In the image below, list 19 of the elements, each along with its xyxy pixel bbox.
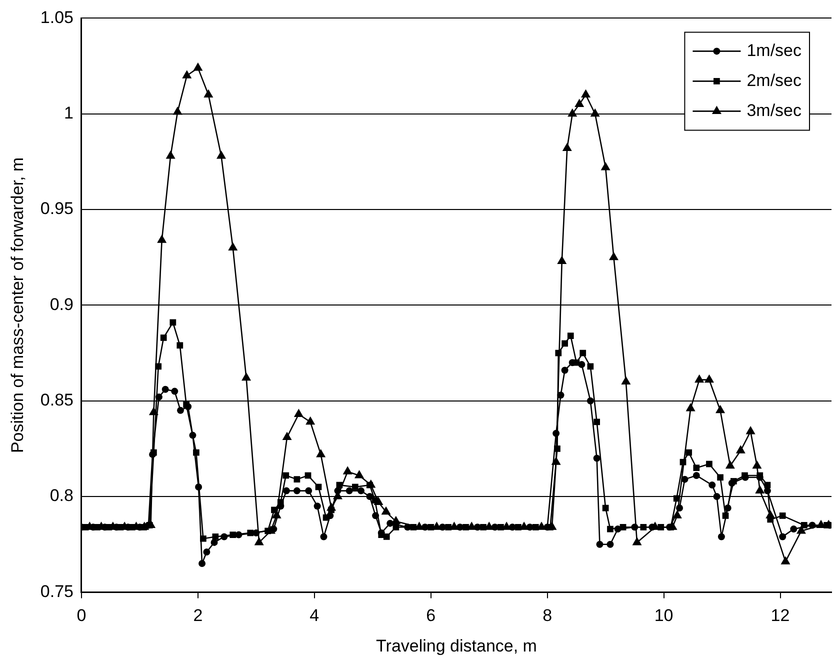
y-tick-label: 0.9 — [50, 294, 74, 314]
x-tick-label: 10 — [654, 606, 674, 626]
legend-label: 3m/sec — [746, 100, 802, 120]
y-tick-label: 0.85 — [40, 390, 74, 410]
y-axis-title: Position of mass-center of forwarder, m — [8, 157, 27, 454]
x-tick-label: 2 — [193, 606, 203, 626]
y-tick-label: 1 — [64, 104, 74, 123]
y-tick-label: 1.05 — [40, 8, 74, 27]
y-tick-label: 0.95 — [40, 199, 74, 218]
legend-label: 2m/sec — [746, 70, 802, 90]
y-tick-label: 0.8 — [50, 486, 74, 506]
legend-label: 1m/sec — [746, 40, 802, 60]
x-tick-label: 4 — [310, 606, 320, 626]
x-tick-label: 12 — [770, 606, 790, 626]
y-tick-label: 0.75 — [40, 582, 74, 601]
x-axis-title: Traveling distance, m — [376, 636, 537, 656]
x-tick-label: 8 — [542, 606, 552, 626]
x-tick-label: 6 — [426, 606, 436, 626]
x-tick-label: 0 — [76, 606, 86, 626]
